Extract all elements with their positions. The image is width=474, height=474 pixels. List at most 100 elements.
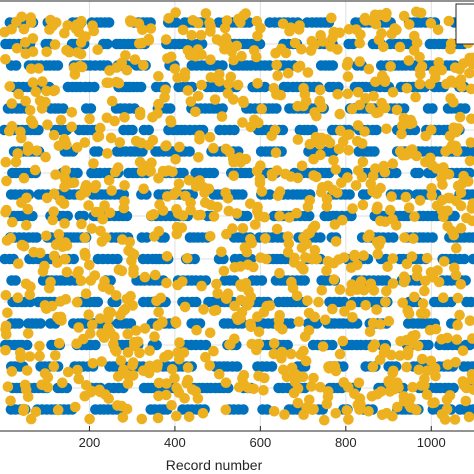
- series-2-point: [71, 296, 83, 308]
- series-1-point: [459, 253, 470, 265]
- series-2-point: [170, 154, 181, 165]
- series-2-point: [115, 355, 127, 366]
- series-2-point: [205, 72, 217, 83]
- series-2-point: [236, 50, 247, 62]
- series-1-point: [467, 253, 474, 265]
- series-2-point: [384, 204, 396, 216]
- series-2-point: [0, 290, 12, 301]
- series-2-point: [113, 77, 125, 89]
- series-2-point: [143, 35, 155, 46]
- series-2-point: [249, 114, 260, 126]
- series-2-point: [134, 156, 146, 168]
- series-2-point: [129, 340, 140, 352]
- series-1-point: [256, 275, 268, 286]
- series-2-point: [41, 46, 52, 58]
- series-2-point: [282, 68, 294, 79]
- series-2-point: [432, 24, 444, 36]
- series-2-point: [387, 278, 399, 289]
- series-2-point: [345, 300, 357, 311]
- series-2-point: [450, 269, 462, 281]
- series-2-point: [160, 389, 172, 401]
- series-2-point: [317, 341, 329, 352]
- series-1-point: [72, 167, 83, 179]
- series-2-point: [401, 361, 412, 373]
- series-1-point: [10, 275, 21, 286]
- series-2-point: [321, 201, 333, 212]
- series-2-point: [357, 156, 369, 168]
- series-2-point: [193, 152, 204, 163]
- series-2-point: [448, 122, 459, 133]
- series-2-point: [387, 253, 399, 264]
- series-1-point: [164, 103, 176, 114]
- series-2-point: [276, 353, 287, 364]
- series-2-point: [22, 145, 34, 157]
- series-2-point: [200, 197, 211, 208]
- series-2-point: [333, 143, 345, 155]
- series-2-point: [387, 158, 399, 169]
- series-2-point: [294, 20, 305, 31]
- series-2-point: [165, 115, 176, 126]
- series-2-point: [90, 206, 102, 218]
- series-2-point: [342, 71, 354, 82]
- series-2-point: [338, 377, 350, 388]
- series-2-point: [48, 361, 60, 372]
- series-2-point: [420, 275, 431, 287]
- series-2-point: [360, 93, 371, 104]
- series-1-point: [303, 210, 315, 222]
- series-2-point: [342, 88, 354, 100]
- series-2-point: [59, 27, 70, 39]
- series-2-point: [371, 203, 383, 215]
- series-1-point: [327, 60, 339, 71]
- series-2-point: [28, 246, 39, 258]
- series-2-point: [68, 177, 80, 188]
- series-2-point: [185, 96, 197, 107]
- series-2-point: [298, 83, 309, 94]
- series-2-point: [84, 113, 95, 125]
- series-2-point: [320, 314, 331, 326]
- series-2-point: [42, 371, 54, 383]
- series-2-point: [376, 409, 388, 421]
- series-2-point: [419, 285, 430, 297]
- series-2-point: [192, 90, 204, 102]
- series-2-point: [50, 17, 62, 28]
- series-2-point: [266, 130, 278, 142]
- series-2-point: [448, 229, 460, 241]
- series-2-point: [49, 39, 61, 50]
- series-2-point: [337, 335, 349, 347]
- series-2-point: [79, 232, 91, 244]
- series-2-point: [72, 364, 83, 376]
- series-2-point: [369, 339, 381, 350]
- series-2-point: [351, 259, 363, 271]
- series-2-point: [170, 7, 181, 18]
- series-2-point: [271, 59, 283, 71]
- series-2-point: [372, 248, 384, 260]
- series-2-point: [297, 371, 309, 383]
- series-2-point: [182, 374, 194, 386]
- series-2-point: [55, 114, 67, 126]
- series-2-point: [4, 125, 15, 137]
- series-2-point: [48, 129, 60, 141]
- series-2-point: [170, 317, 182, 329]
- series-2-point: [139, 271, 151, 283]
- series-2-point: [237, 117, 248, 128]
- series-1-point: [52, 60, 64, 71]
- series-1-point: [231, 361, 243, 372]
- series-2-point: [316, 101, 328, 113]
- series-2-point: [389, 23, 401, 34]
- series-2-point: [54, 338, 65, 349]
- series-2-point: [374, 9, 386, 21]
- series-2-point: [463, 411, 474, 423]
- series-2-point: [442, 359, 454, 370]
- series-2-point: [99, 275, 110, 287]
- series-2-point: [169, 373, 180, 384]
- series-2-point: [298, 100, 309, 112]
- series-2-point: [75, 48, 87, 60]
- series-2-point: [187, 384, 198, 395]
- series-2-point: [387, 214, 398, 225]
- series-2-point: [36, 379, 48, 391]
- x-tick-label: 1000: [417, 435, 446, 450]
- series-2-point: [410, 329, 421, 341]
- series-2-point: [157, 205, 169, 216]
- series-2-point: [129, 54, 141, 65]
- series-2-point: [212, 288, 223, 299]
